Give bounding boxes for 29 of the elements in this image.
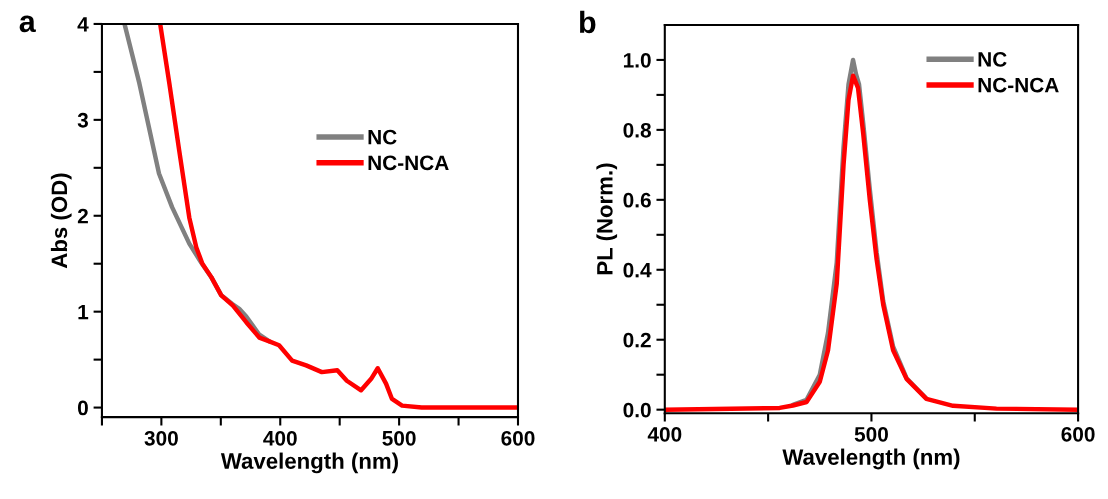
x-axis-title: Wavelength (nm) — [782, 448, 960, 470]
y-axis-title: PL (Norm.) — [596, 163, 618, 275]
x-tick-label: 600 — [501, 430, 535, 446]
legend-label: NC — [368, 129, 397, 145]
chart-title: a — [19, 15, 36, 33]
x-tick-label: 500 — [854, 426, 888, 442]
chart-title: b — [580, 10, 596, 34]
y-tick-label: 4 — [77, 17, 89, 32]
y-tick-label: 1 — [78, 304, 89, 320]
y-tick-label: 2 — [77, 208, 88, 224]
line-series — [157, 23, 518, 410]
x-tick-label: 500 — [382, 430, 416, 446]
y-tick-label: 0.2 — [623, 332, 651, 348]
y-axis-title: Abs (OD) — [50, 173, 72, 269]
y-tick-label: 0.8 — [623, 122, 651, 138]
x-tick-label: 300 — [144, 430, 178, 446]
y-tick-label: 0 — [77, 400, 88, 416]
y-tick-label: 3 — [77, 112, 88, 128]
legend-label: NC-NCA — [368, 155, 449, 171]
y-tick-label: 0.0 — [623, 402, 651, 418]
legend-label: NC — [978, 52, 1007, 67]
x-tick-label: 400 — [647, 426, 682, 442]
y-tick-label: 1.0 — [623, 52, 651, 68]
x-tick-label: 600 — [1061, 426, 1095, 442]
x-axis-title: Wavelength (nm) — [220, 452, 398, 474]
x-tick-label: 400 — [263, 430, 297, 446]
legend-label: NC-NCA — [978, 77, 1059, 93]
y-tick-label: 0.6 — [623, 192, 651, 208]
y-tick-label: 0.4 — [623, 262, 652, 278]
